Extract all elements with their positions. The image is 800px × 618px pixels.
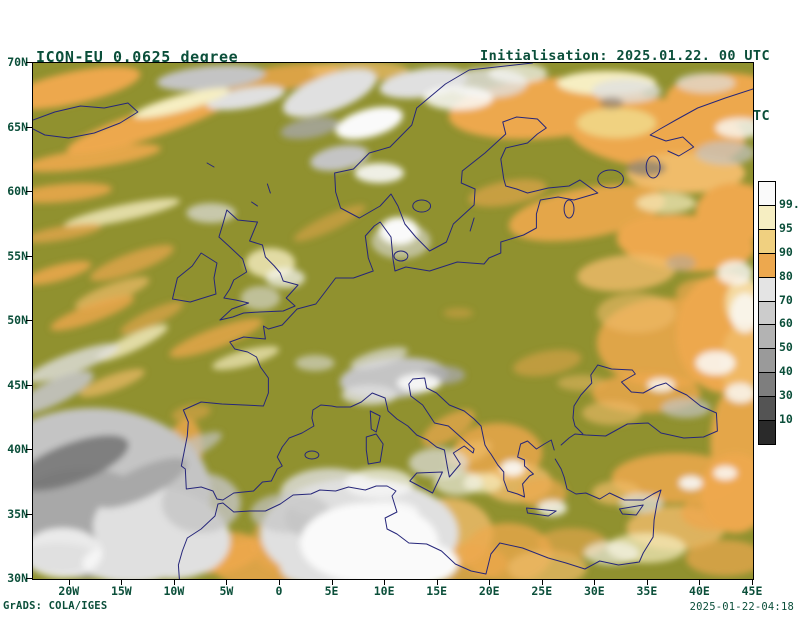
lon-tick-label: 45E bbox=[741, 584, 763, 598]
lon-tick bbox=[226, 580, 228, 585]
colorbar-value-label: 99.5 bbox=[779, 197, 800, 212]
colorbar-segment bbox=[759, 229, 775, 254]
lon-tick bbox=[384, 580, 386, 585]
colorbar-segment bbox=[759, 325, 775, 350]
lon-tick-label: 25E bbox=[531, 584, 553, 598]
colorbar-segment bbox=[759, 253, 775, 278]
lat-tick-label: 70N bbox=[7, 55, 28, 69]
lat-tick-label: 40N bbox=[7, 442, 28, 456]
lon-tick-label: 5E bbox=[324, 584, 339, 598]
lon-tick-label: 5W bbox=[219, 584, 234, 598]
colorbar-value-label: 40 bbox=[779, 364, 793, 379]
lat-tick bbox=[26, 578, 32, 579]
lon-tick bbox=[68, 580, 70, 585]
colorbar-value-label: 30 bbox=[779, 387, 793, 402]
colorbar-segment bbox=[759, 397, 775, 422]
lon-tick-label: 10W bbox=[163, 584, 185, 598]
lon-tick bbox=[646, 580, 648, 585]
colorbar-labels: 99.5 95 90 80 70 60 50 40 30 10 bbox=[779, 181, 800, 443]
colorbar-segment bbox=[759, 349, 775, 374]
initialisation-time: Initialisation: 2025.01.22. 00 UTC bbox=[480, 48, 770, 64]
colorbar-value-label: 60 bbox=[779, 316, 793, 331]
lat-tick bbox=[26, 255, 32, 257]
colorbar-value-label: 80 bbox=[779, 268, 793, 283]
lon-tick bbox=[541, 580, 543, 585]
lon-tick bbox=[331, 580, 333, 585]
lon-tick-label: 0 bbox=[275, 584, 283, 598]
lat-tick bbox=[26, 449, 32, 450]
lon-tick-label: 15W bbox=[110, 584, 132, 598]
cloud-cover-map bbox=[33, 63, 753, 579]
colorbar-value-label: 95 bbox=[779, 221, 793, 236]
lat-tick-label: 60N bbox=[7, 184, 28, 198]
colorbar-value-label: 10 bbox=[779, 411, 793, 426]
lat-tick bbox=[26, 126, 32, 128]
cloud-field-layer bbox=[33, 63, 753, 579]
lon-tick-label: 30E bbox=[583, 584, 605, 598]
lon-tick bbox=[594, 580, 596, 585]
lat-tick bbox=[26, 320, 32, 321]
colorbar-segment bbox=[759, 301, 775, 326]
lon-tick-label: 20E bbox=[478, 584, 500, 598]
colorbar-segment bbox=[759, 277, 775, 302]
lon-tick bbox=[436, 580, 438, 585]
lat-tick bbox=[26, 384, 32, 386]
lon-tick-label: 40E bbox=[689, 584, 710, 598]
grads-credit: GrADS: COLA/IGES bbox=[3, 600, 108, 612]
coastline-layer bbox=[33, 63, 753, 579]
colorbar-value-label: 70 bbox=[779, 292, 793, 307]
lon-tick bbox=[279, 580, 280, 585]
colorbar-segment bbox=[759, 205, 775, 230]
lon-tick-label: 35E bbox=[636, 584, 658, 598]
model-title: ICON-EU 0.0625 degree bbox=[36, 48, 239, 66]
colorbar-value-label: 50 bbox=[779, 340, 793, 355]
lat-tick-label: 30N bbox=[7, 571, 28, 585]
colorbar-segment bbox=[759, 421, 775, 444]
creation-timestamp: 2025-01-22-04:18 bbox=[689, 601, 794, 613]
map-frame bbox=[32, 62, 754, 580]
colorbar-value-label: 90 bbox=[779, 244, 793, 259]
cloud-cover-colorbar bbox=[758, 181, 776, 445]
lat-tick bbox=[26, 62, 32, 63]
lon-tick bbox=[173, 580, 175, 585]
lon-tick bbox=[121, 580, 123, 585]
lat-tick-label: 50N bbox=[7, 313, 28, 327]
lat-tick-label: 55N bbox=[7, 248, 28, 263]
colorbar-segment bbox=[759, 182, 775, 206]
lat-tick-label: 35N bbox=[7, 506, 28, 521]
lat-tick-label: 65N bbox=[7, 119, 28, 134]
lon-tick-label: 15E bbox=[426, 584, 448, 598]
colorbar-segment bbox=[759, 373, 775, 398]
lon-tick bbox=[699, 580, 701, 585]
lon-tick-label: 10E bbox=[373, 584, 395, 598]
lon-tick bbox=[489, 580, 491, 585]
lon-tick bbox=[752, 580, 753, 585]
lat-tick bbox=[26, 513, 32, 515]
lon-tick-label: 20W bbox=[58, 584, 80, 598]
lat-tick-label: 45N bbox=[7, 377, 28, 392]
lat-tick bbox=[26, 191, 32, 192]
